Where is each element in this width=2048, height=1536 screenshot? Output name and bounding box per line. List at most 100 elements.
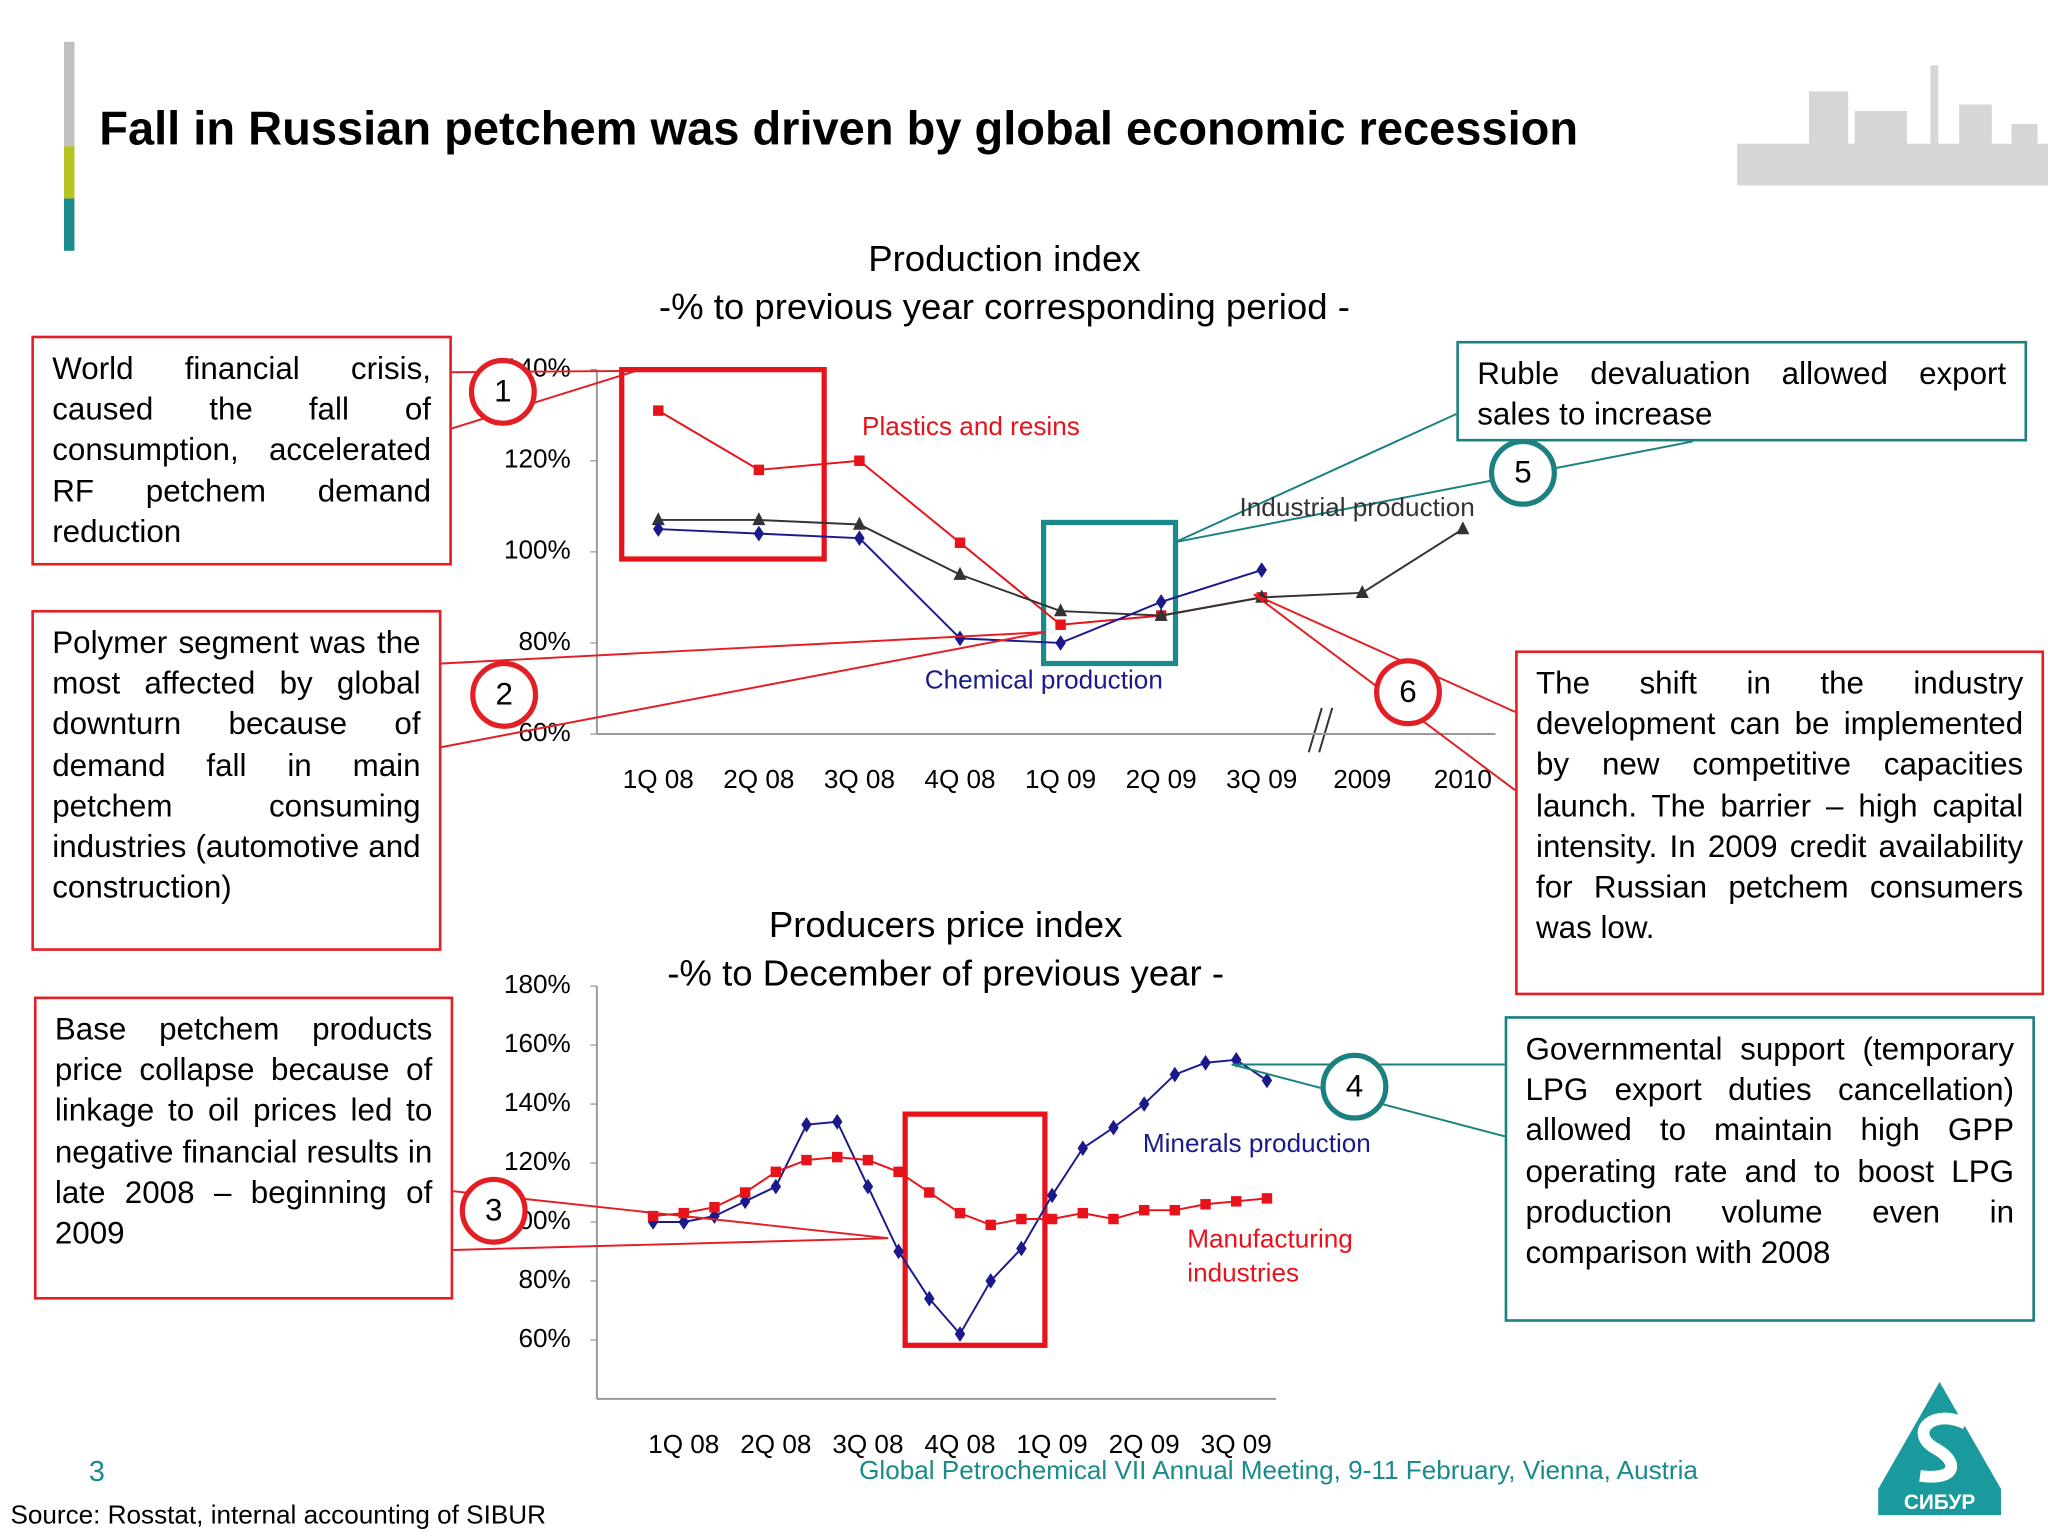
annotation-box: The shift in the industry development ca… xyxy=(1515,650,2045,996)
callout-circle xyxy=(470,660,539,729)
marker xyxy=(801,1116,812,1133)
x-tick-label: 1Q 08 xyxy=(623,764,694,794)
marker xyxy=(801,1154,812,1166)
x-tick-label: 2010 xyxy=(1434,764,1492,794)
logo: СИБУР xyxy=(1878,1381,2001,1516)
marker xyxy=(753,464,765,476)
marker xyxy=(893,1166,904,1178)
stripe-gray xyxy=(63,41,75,147)
marker xyxy=(709,1202,720,1213)
marker xyxy=(1046,1187,1058,1204)
x-tick-label: 2Q 09 xyxy=(1126,764,1197,794)
x-tick-label: 1Q 09 xyxy=(1017,1429,1088,1459)
series-label: Industrial production xyxy=(1239,493,1475,523)
chart-title: Production index xyxy=(868,238,1140,279)
y-tick-label: 100% xyxy=(504,535,571,565)
x-tick-label: 4Q 08 xyxy=(924,764,995,794)
callout-number: 4 xyxy=(1346,1068,1363,1103)
marker xyxy=(1054,603,1068,617)
marker xyxy=(653,405,664,416)
x-tick-label: 2Q 08 xyxy=(740,1429,811,1459)
footer: Global Petrochemical VII Annual Meeting,… xyxy=(859,1455,1698,1485)
annotation-box: Ruble devaluation allowed export sales t… xyxy=(1456,340,2028,442)
connector xyxy=(1175,440,1693,544)
marker xyxy=(1055,619,1066,630)
marker xyxy=(739,1187,751,1198)
marker xyxy=(1108,1213,1119,1225)
marker xyxy=(770,1178,782,1195)
marker xyxy=(1138,1204,1150,1216)
y-tick-label: 180% xyxy=(504,969,571,999)
marker xyxy=(1077,1207,1088,1219)
stripe-teal xyxy=(63,198,75,251)
callout-number: 2 xyxy=(495,676,512,711)
marker xyxy=(1016,1213,1027,1225)
marker xyxy=(1169,1204,1181,1216)
highlight-box xyxy=(902,1111,1048,1348)
marker xyxy=(831,1151,843,1163)
marker xyxy=(1231,1196,1242,1207)
x-tick-label: 3Q 09 xyxy=(1201,1429,1272,1459)
marker xyxy=(862,1178,874,1195)
page-number: 3 xyxy=(89,1456,105,1488)
annotation-box: World financial crisis, caused the fall … xyxy=(31,335,452,566)
marker xyxy=(954,1207,966,1219)
series-label: Minerals production xyxy=(1142,1129,1371,1159)
x-tick-label: 1Q 08 xyxy=(648,1429,719,1459)
source: Source: Rosstat, internal accounting of … xyxy=(10,1499,546,1529)
marker xyxy=(752,512,766,526)
series-label: Manufacturing industries xyxy=(1187,1225,1353,1288)
x-tick-label: 2Q 08 xyxy=(723,764,794,794)
y-tick-label: 120% xyxy=(504,444,571,474)
y-tick-label: 140% xyxy=(504,1087,571,1117)
factory-graphic xyxy=(1737,65,2048,186)
marker xyxy=(954,537,966,548)
x-tick-label: 1Q 09 xyxy=(1025,764,1096,794)
marker xyxy=(985,1219,996,1231)
y-tick-label: 60% xyxy=(519,717,571,747)
chart-subtitle: -% to previous year corresponding period… xyxy=(659,286,1350,327)
marker xyxy=(651,512,665,526)
marker xyxy=(862,1154,874,1166)
marker xyxy=(924,1187,935,1198)
slide-title: Fall in Russian petchem was driven by gl… xyxy=(99,101,1578,154)
callout-circle xyxy=(468,357,537,426)
connector xyxy=(1253,593,1516,713)
callout-circle xyxy=(1320,1052,1389,1121)
chart-subtitle: -% to December of previous year - xyxy=(667,952,1224,993)
y-tick-label: 120% xyxy=(504,1146,571,1176)
marker xyxy=(1200,1199,1211,1210)
highlight-box xyxy=(1040,519,1179,667)
y-tick-label: 60% xyxy=(519,1323,571,1353)
y-tick-label: 160% xyxy=(504,1028,571,1058)
chart-title: Producers price index xyxy=(769,904,1123,945)
callout-number: 5 xyxy=(1514,454,1531,489)
x-tick-label: 2009 xyxy=(1333,764,1391,794)
marker xyxy=(1456,521,1470,535)
connector xyxy=(1175,413,1457,543)
marker xyxy=(1046,1213,1058,1225)
marker xyxy=(953,566,967,580)
callout-circle xyxy=(1488,438,1557,507)
marker xyxy=(854,455,865,466)
marker xyxy=(1261,1193,1273,1204)
axis-break xyxy=(1307,707,1334,753)
marker xyxy=(647,1210,659,1222)
x-tick-label: 4Q 08 xyxy=(924,1429,995,1459)
connector xyxy=(453,1237,889,1251)
callout-number: 6 xyxy=(1399,674,1416,709)
marker xyxy=(678,1207,689,1219)
x-tick-label: 3Q 08 xyxy=(824,764,895,794)
stripe-green xyxy=(63,146,75,199)
marker xyxy=(854,530,865,547)
callout-number: 3 xyxy=(485,1192,502,1227)
annotation-box: Governmental support (temporary LPG expo… xyxy=(1504,1016,2035,1322)
marker xyxy=(1155,594,1167,610)
connector xyxy=(453,1190,889,1240)
logo-text: СИБУР xyxy=(1904,1491,1976,1514)
x-tick-label: 2Q 09 xyxy=(1109,1429,1180,1459)
x-tick-label: 3Q 09 xyxy=(1226,764,1297,794)
